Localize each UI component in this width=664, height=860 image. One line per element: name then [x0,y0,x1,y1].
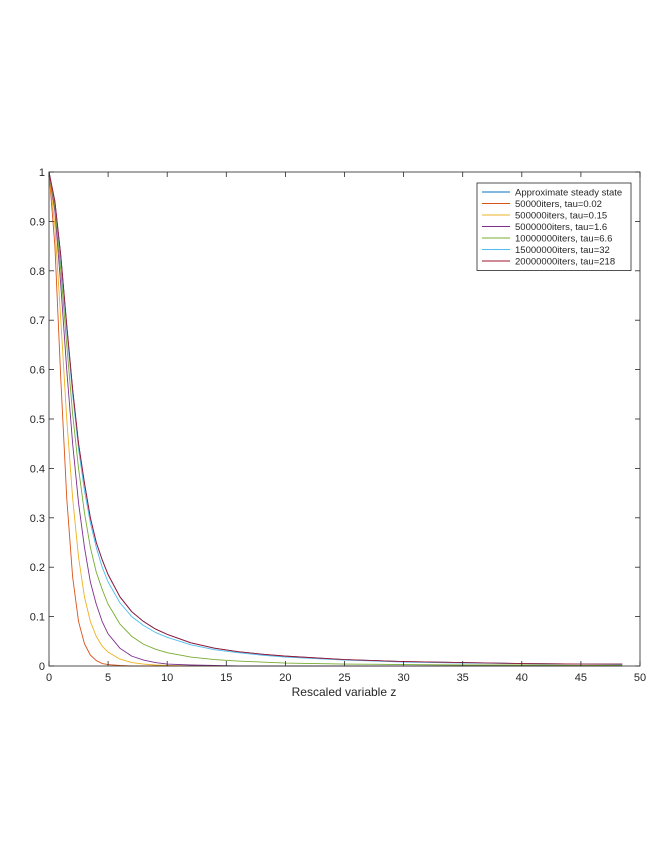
legend-label-2: 50000iters, tau=0.02 [515,199,602,210]
y-tick-label: 1 [39,167,45,179]
y-tick-label: 0.8 [30,266,45,278]
y-tick-label: 0.1 [30,612,45,624]
y-axis: 0 0.1 0.2 0.3 0.4 0.5 0.6 0.7 0.8 0.9 1 [30,167,640,673]
y-tick-label: 0.5 [30,414,45,426]
x-tick-label: 10 [161,672,173,684]
x-tick-label: 20 [279,672,291,684]
legend-label-1: Approximate steady state [515,188,622,199]
legend-label-6: 15000000iters, tau=32 [515,245,610,256]
legend-label-5: 10000000iters, tau=6.6 [515,234,612,245]
x-tick-label: 40 [516,672,528,684]
y-tick-label: 0.6 [30,365,45,377]
x-tick-label: 50 [634,672,646,684]
x-tick-label: 15 [220,672,232,684]
x-tick-label: 30 [397,672,409,684]
y-tick-label: 0.7 [30,315,45,327]
y-tick-label: 0.3 [30,513,45,525]
x-tick-label: 0 [46,672,52,684]
x-tick-label: 45 [575,672,587,684]
y-tick-label: 0.2 [30,562,45,574]
x-tick-label: 5 [105,672,111,684]
legend-label-7: 20000000iters, tau=218 [515,257,615,268]
y-tick-label: 0.4 [30,463,45,475]
x-tick-label: 35 [457,672,469,684]
x-axis: 0 5 10 15 20 25 30 35 40 45 50 [46,172,646,684]
series-line-7 [48,171,623,665]
x-axis-label: Rescaled variable z [292,685,397,699]
series-line-5 [48,171,623,666]
legend-label-4: 5000000iters, tau=1.6 [515,222,607,233]
series-line-6 [48,171,623,665]
y-tick-label: 0 [39,661,45,673]
y-tick-label: 0.9 [30,216,45,228]
x-tick-label: 25 [338,672,350,684]
legend-label-3: 500000iters, tau=0.15 [515,211,607,222]
